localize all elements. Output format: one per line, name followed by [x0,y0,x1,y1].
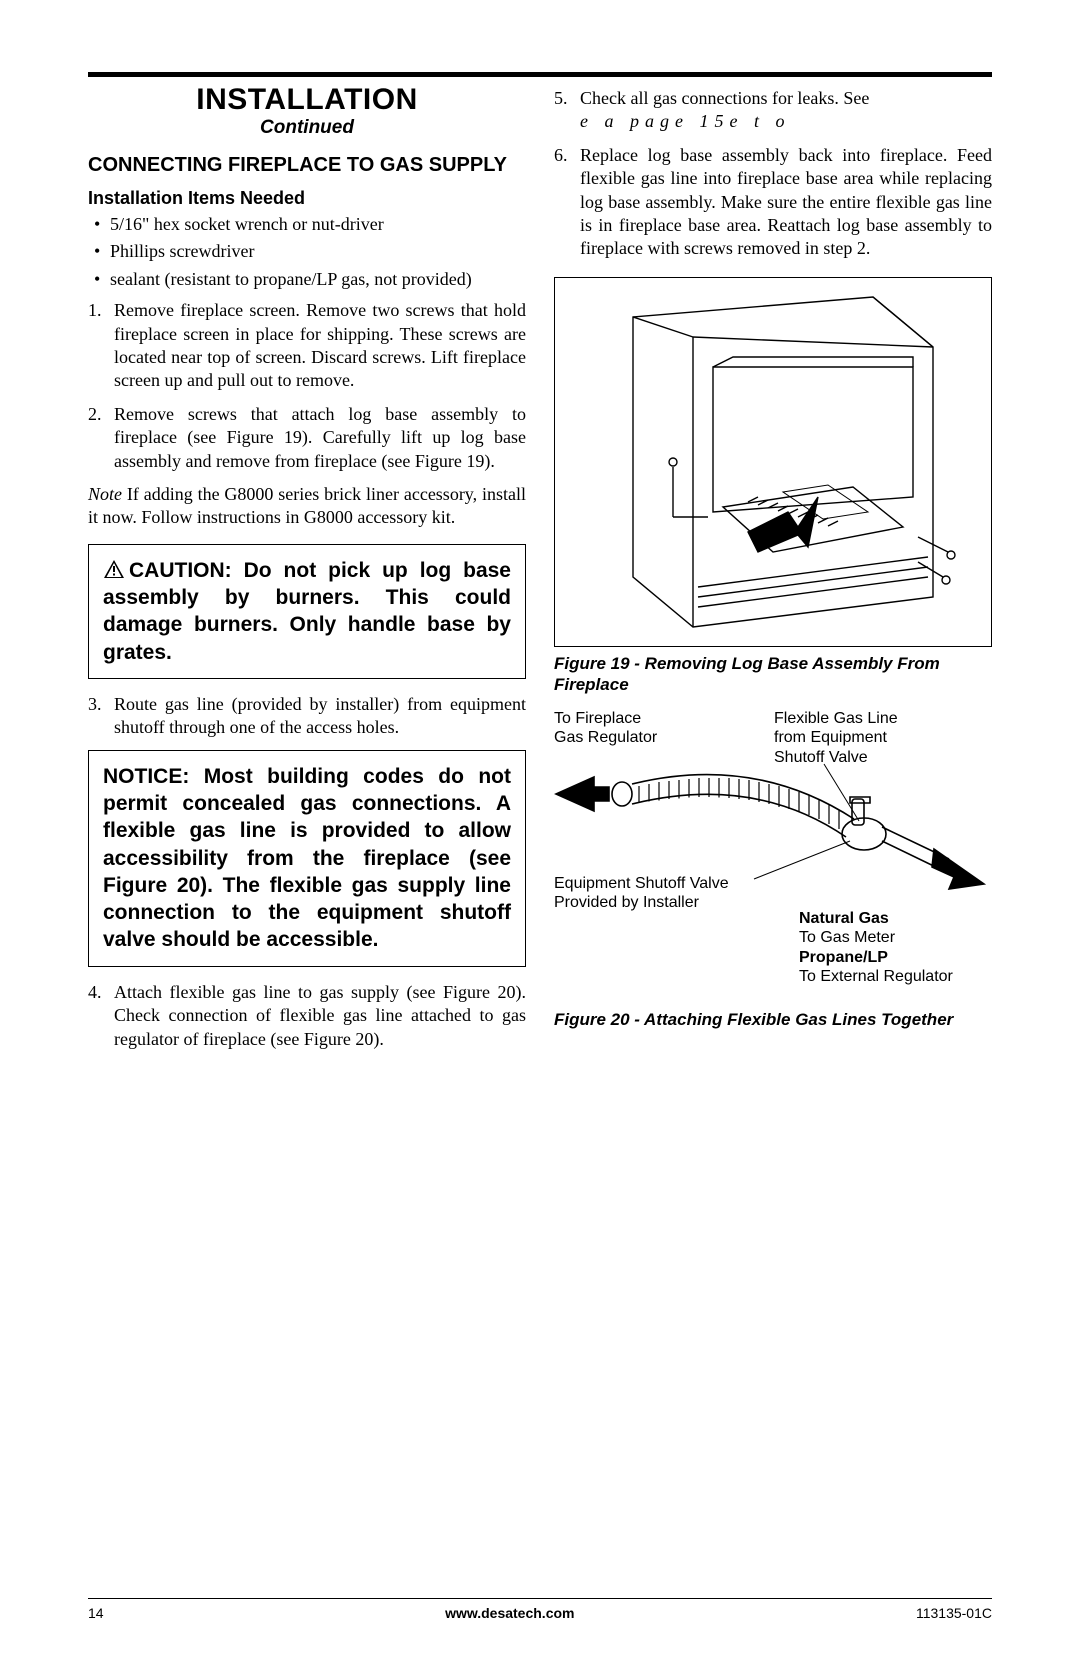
footer-doc: 113135-01C [916,1605,992,1621]
content-columns: INSTALLATION Continued CONNECTING FIREPL… [88,81,992,1061]
step-1: 1.Remove fireplace screen. Remove two sc… [88,299,526,393]
footer-page: 14 [88,1605,104,1621]
figure-19-illustration [573,287,973,637]
steps-left-2: 3.Route gas line (provided by installer)… [88,693,526,740]
top-rule [88,72,992,77]
step-2: 2.Remove screws that attach log base ass… [88,403,526,473]
continued-label: Continued [88,117,526,139]
fig20-label-natgas: Natural Gas To Gas Meter Propane/LP To E… [799,909,953,986]
note-label: Note [88,484,122,504]
step-text: Check all gas connections for leaks. See [580,88,869,108]
notice-text: NOTICE: Most building codes do not permi… [103,763,511,954]
page-footer: 14 www.desatech.com 113135-01C [88,1598,992,1621]
fig20-label-flexline: Flexible Gas Line from Equipment Shutoff… [774,709,898,767]
steps-left-3: 4.Attach flexible gas line to gas supply… [88,981,526,1051]
step-5: 5. Check all gas connections for leaks. … [554,87,992,134]
steps-left: 1.Remove fireplace screen. Remove two sc… [88,299,526,473]
caution-label: CAUTION: [129,559,232,582]
natgas-text: To Gas Meter [799,929,895,946]
list-item: sealant (resistant to propane/LP gas, no… [88,268,526,291]
figure-20-area: To Fireplace Gas Regulator Flexible Gas … [554,709,992,969]
step-text: Remove screws that attach log base assem… [114,404,526,471]
step-text: Remove fireplace screen. Remove two scre… [114,300,526,390]
propane-head: Propane/LP [799,949,888,966]
step-text: Replace log base assembly back into fire… [580,145,992,259]
note-paragraph: Note If adding the G8000 series brick li… [88,483,526,530]
step-3: 3.Route gas line (provided by installer)… [88,693,526,740]
caution-text: CAUTION: Do not pick up log base assembl… [103,557,511,666]
natgas-head: Natural Gas [799,910,889,927]
right-column: 5. Check all gas connections for leaks. … [554,81,992,1061]
step-4: 4.Attach flexible gas line to gas supply… [88,981,526,1051]
items-needed-heading: Installation Items Needed [88,188,526,209]
figure-19-caption: Figure 19 - Removing Log Base Assembly F… [554,653,992,696]
figure-20-caption: Figure 20 - Attaching Flexible Gas Lines… [554,1009,992,1030]
left-column: INSTALLATION Continued CONNECTING FIREPL… [88,81,526,1061]
footer-url: www.desatech.com [445,1605,574,1621]
step-text: Route gas line (provided by installer) f… [114,694,526,737]
warning-icon [103,559,125,579]
steps-right: 5. Check all gas connections for leaks. … [554,87,992,261]
fig20-label-shutoff: Equipment Shutoff Valve Provided by Inst… [554,874,729,912]
list-item: 5/16" hex socket wrench or nut-driver [88,213,526,236]
propane-text: To External Regulator [799,968,953,985]
list-item: Phillips screwdriver [88,240,526,263]
step-5-ref: e a page 15e t o [580,111,790,131]
step-text: Attach flexible gas line to gas supply (… [114,982,526,1049]
notice-box: NOTICE: Most building codes do not permi… [88,750,526,967]
page-title: INSTALLATION [88,83,526,117]
step-6: 6.Replace log base assembly back into fi… [554,144,992,261]
figure-19-box [554,277,992,647]
section-heading: CONNECTING FIREPLACE TO GAS SUPPLY [88,153,526,178]
items-needed-list: 5/16" hex socket wrench or nut-driver Ph… [88,213,526,291]
fig20-label-regulator: To Fireplace Gas Regulator [554,709,657,747]
note-text: If adding the G8000 series brick liner a… [88,484,526,527]
caution-box: CAUTION: Do not pick up log base assembl… [88,544,526,679]
